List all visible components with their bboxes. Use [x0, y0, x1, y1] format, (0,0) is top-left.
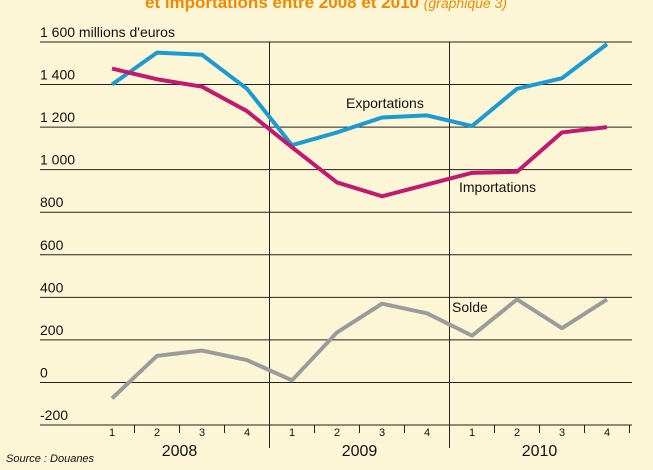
y-tick-label: 200	[40, 322, 64, 338]
series-label: Exportations	[346, 95, 424, 111]
y-tick-label: -200	[40, 407, 68, 423]
y-tick-label: 1 000	[40, 152, 75, 168]
x-tick-label: 4	[424, 427, 430, 439]
year-label: 2009	[342, 443, 378, 460]
y-tick-label: 1 400	[40, 67, 75, 83]
series-label: Importations	[459, 179, 536, 195]
x-tick-label: 4	[604, 427, 610, 439]
year-label: 2010	[522, 443, 558, 460]
y-tick-label: 1 600 millions d'euros	[40, 24, 175, 40]
source: Source : Douanes	[6, 453, 95, 465]
x-tick-label: 2	[514, 427, 520, 439]
y-tick-label: 800	[40, 194, 64, 210]
series-label: Solde	[452, 299, 488, 315]
x-tick-label: 1	[469, 427, 475, 439]
x-tick-label: 2	[334, 427, 340, 439]
x-tick-label: 2	[154, 427, 160, 439]
series-line	[110, 297, 609, 400]
y-tick-label: 1 200	[40, 109, 75, 125]
y-tick-label: 0	[40, 364, 48, 380]
x-tick-label: 4	[244, 427, 250, 439]
y-tick-label: 600	[40, 237, 64, 253]
x-tick-label: 3	[199, 427, 205, 439]
series-line	[110, 42, 609, 148]
x-tick-label: 3	[559, 427, 565, 439]
x-tick-label: 1	[109, 427, 115, 439]
year-label: 2008	[162, 443, 198, 460]
title-text: et importations entre 2008 et 2010	[145, 0, 419, 12]
x-tick-label: 3	[379, 427, 385, 439]
series-line	[111, 66, 608, 199]
chart-title: et importations entre 2008 et 2010 (grap…	[145, 0, 507, 12]
y-tick-label: 400	[40, 279, 64, 295]
x-tick-label: 1	[289, 427, 295, 439]
subtitle-text: (graphique 3)	[424, 0, 507, 11]
